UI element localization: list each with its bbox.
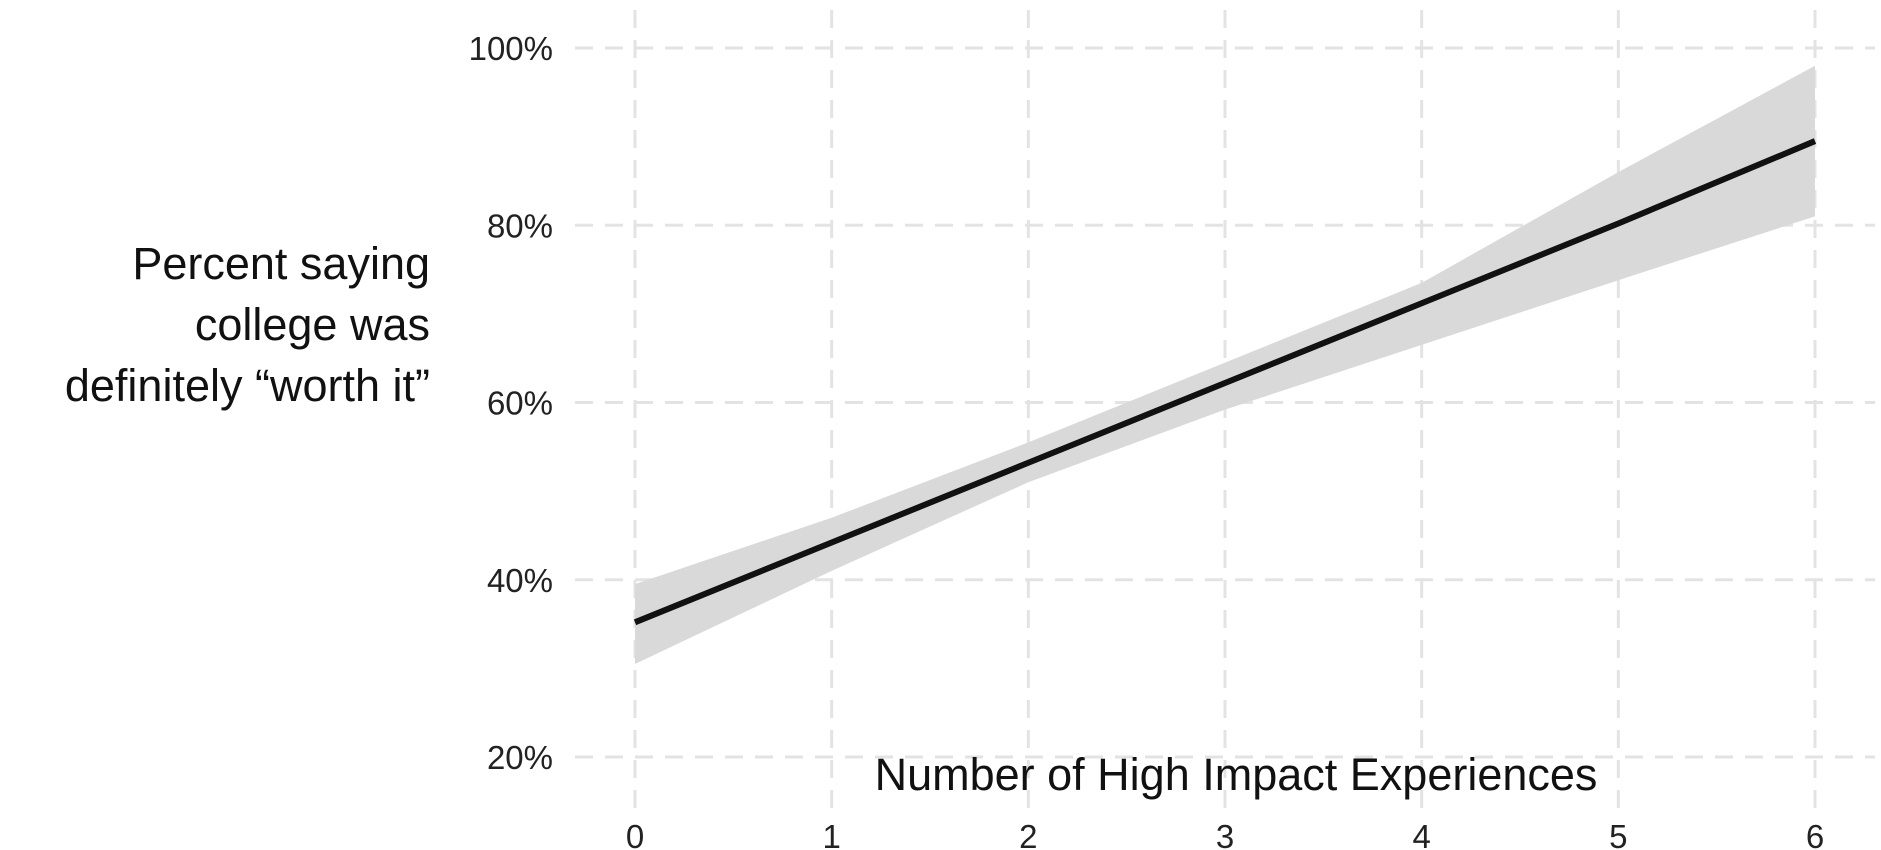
y-tick-label: 20% [487,739,553,776]
x-tick-label: 0 [626,818,644,850]
y-axis-title-line-2: college was [195,299,430,350]
y-axis-title-line-3: definitely “worth it” [65,360,430,411]
x-tick-label: 3 [1216,818,1234,850]
x-tick-label: 4 [1412,818,1430,850]
y-axis-title: Percent saying college was definitely “w… [65,238,430,411]
y-tick-label: 80% [487,207,553,244]
x-axis-title: Number of High Impact Experiences [875,749,1598,800]
confidence-band [635,65,1815,664]
y-axis-title-line-1: Percent saying [132,238,430,289]
grid [575,10,1875,810]
series-line [633,138,1817,626]
series-line-layer [633,138,1817,626]
y-axis-ticks: 20% 40% 60% 80% 100% [469,30,553,776]
y-tick-label: 100% [469,30,553,67]
x-tick-label: 2 [1019,818,1037,850]
x-tick-label: 5 [1609,818,1627,850]
y-tick-label: 40% [487,562,553,599]
x-axis-ticks: 0 1 2 3 4 5 6 [626,818,1824,850]
confidence-band-layer [635,65,1815,664]
x-tick-label: 6 [1806,818,1824,850]
x-tick-label: 1 [822,818,840,850]
y-tick-label: 60% [487,385,553,422]
